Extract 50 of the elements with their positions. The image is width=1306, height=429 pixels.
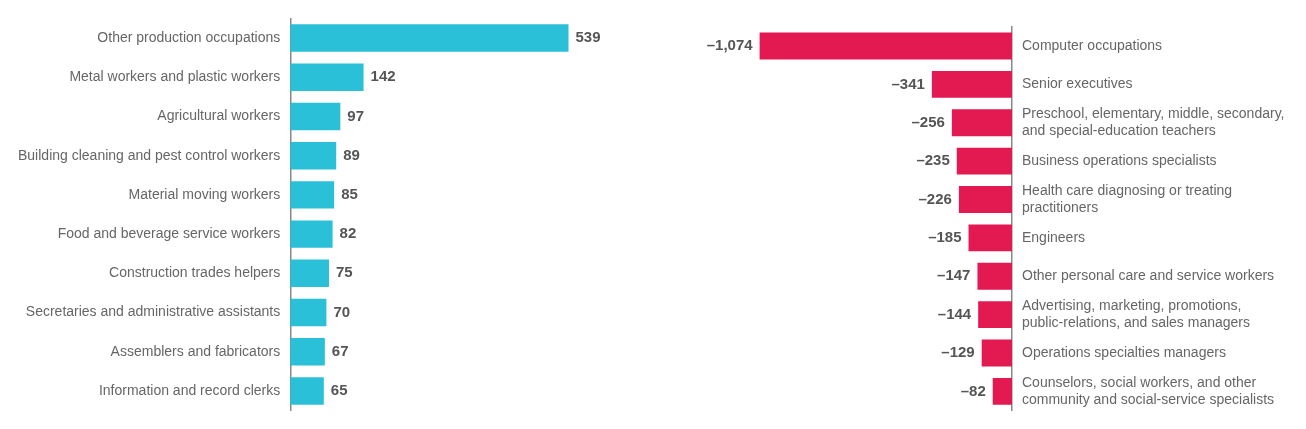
y-tick-label: Information and record clerks xyxy=(98,381,281,398)
y-tick-label: Other personal care and service workers xyxy=(1022,267,1275,284)
y-tick-label: Material moving workers xyxy=(128,185,281,202)
data-label: –147 xyxy=(937,266,971,284)
data-label: –82 xyxy=(960,381,986,399)
data-label: –226 xyxy=(918,189,952,207)
y-tick-label: Secretaries and administrative assistants xyxy=(25,303,281,320)
data-label: –185 xyxy=(928,228,962,246)
bar xyxy=(290,338,325,366)
data-label: 97 xyxy=(347,106,365,124)
data-label: 142 xyxy=(370,67,396,85)
data-label: 75 xyxy=(335,263,353,281)
y-tick-label: Advertising, marketing, promotions, public-relations, and sales managers xyxy=(1022,297,1251,330)
data-label: –144 xyxy=(937,304,972,322)
bar xyxy=(290,141,337,170)
data-label: 67 xyxy=(331,341,349,359)
data-label: –256 xyxy=(911,112,945,130)
data-label: 539 xyxy=(575,28,601,46)
data-label: 82 xyxy=(339,224,357,242)
y-tick-label: Building cleaning and pest control workers xyxy=(18,146,281,163)
y-tick-label: Counselors, social workers, and other community and social-service specialists xyxy=(1022,373,1275,407)
data-label: 85 xyxy=(341,185,358,203)
y-tick-label: Computer occupations xyxy=(1022,36,1163,53)
y-tick-label: Construction trades helpers xyxy=(109,264,281,281)
data-label: 89 xyxy=(343,145,360,163)
y-tick-label: Senior executives xyxy=(1022,75,1133,92)
y-tick-label: Preschool, elementary, middle, secondary, and special-education teachers xyxy=(1022,105,1285,139)
y-tick-label: Other production occupations xyxy=(97,28,281,45)
y-tick-label: Assemblers and fabricators xyxy=(110,342,281,359)
y-tick-label: Business operations specialists xyxy=(1022,151,1217,168)
y-tick-label: Health care diagnosing or treating practitioners xyxy=(1022,181,1233,215)
y-tick-label: Engineers xyxy=(1022,228,1086,245)
bar xyxy=(290,377,324,405)
y-tick-label: Operations specialties managers xyxy=(1022,343,1226,360)
data-label: –1,074 xyxy=(706,36,754,54)
bar xyxy=(290,298,327,327)
bar xyxy=(290,24,569,52)
y-tick-label: Agricultural workers xyxy=(157,107,281,124)
bar xyxy=(290,102,341,131)
bar xyxy=(290,259,329,288)
data-label: –341 xyxy=(891,74,925,92)
bar xyxy=(290,181,335,209)
data-label: –129 xyxy=(941,343,975,361)
data-label: 65 xyxy=(330,381,348,399)
data-label: 70 xyxy=(333,302,351,320)
bar xyxy=(290,63,364,91)
y-tick-label: Metal workers and plastic workers xyxy=(69,68,281,85)
y-tick-label: Food and beverage service workers xyxy=(57,224,281,241)
data-label: –235 xyxy=(916,151,950,169)
bar xyxy=(290,220,333,248)
